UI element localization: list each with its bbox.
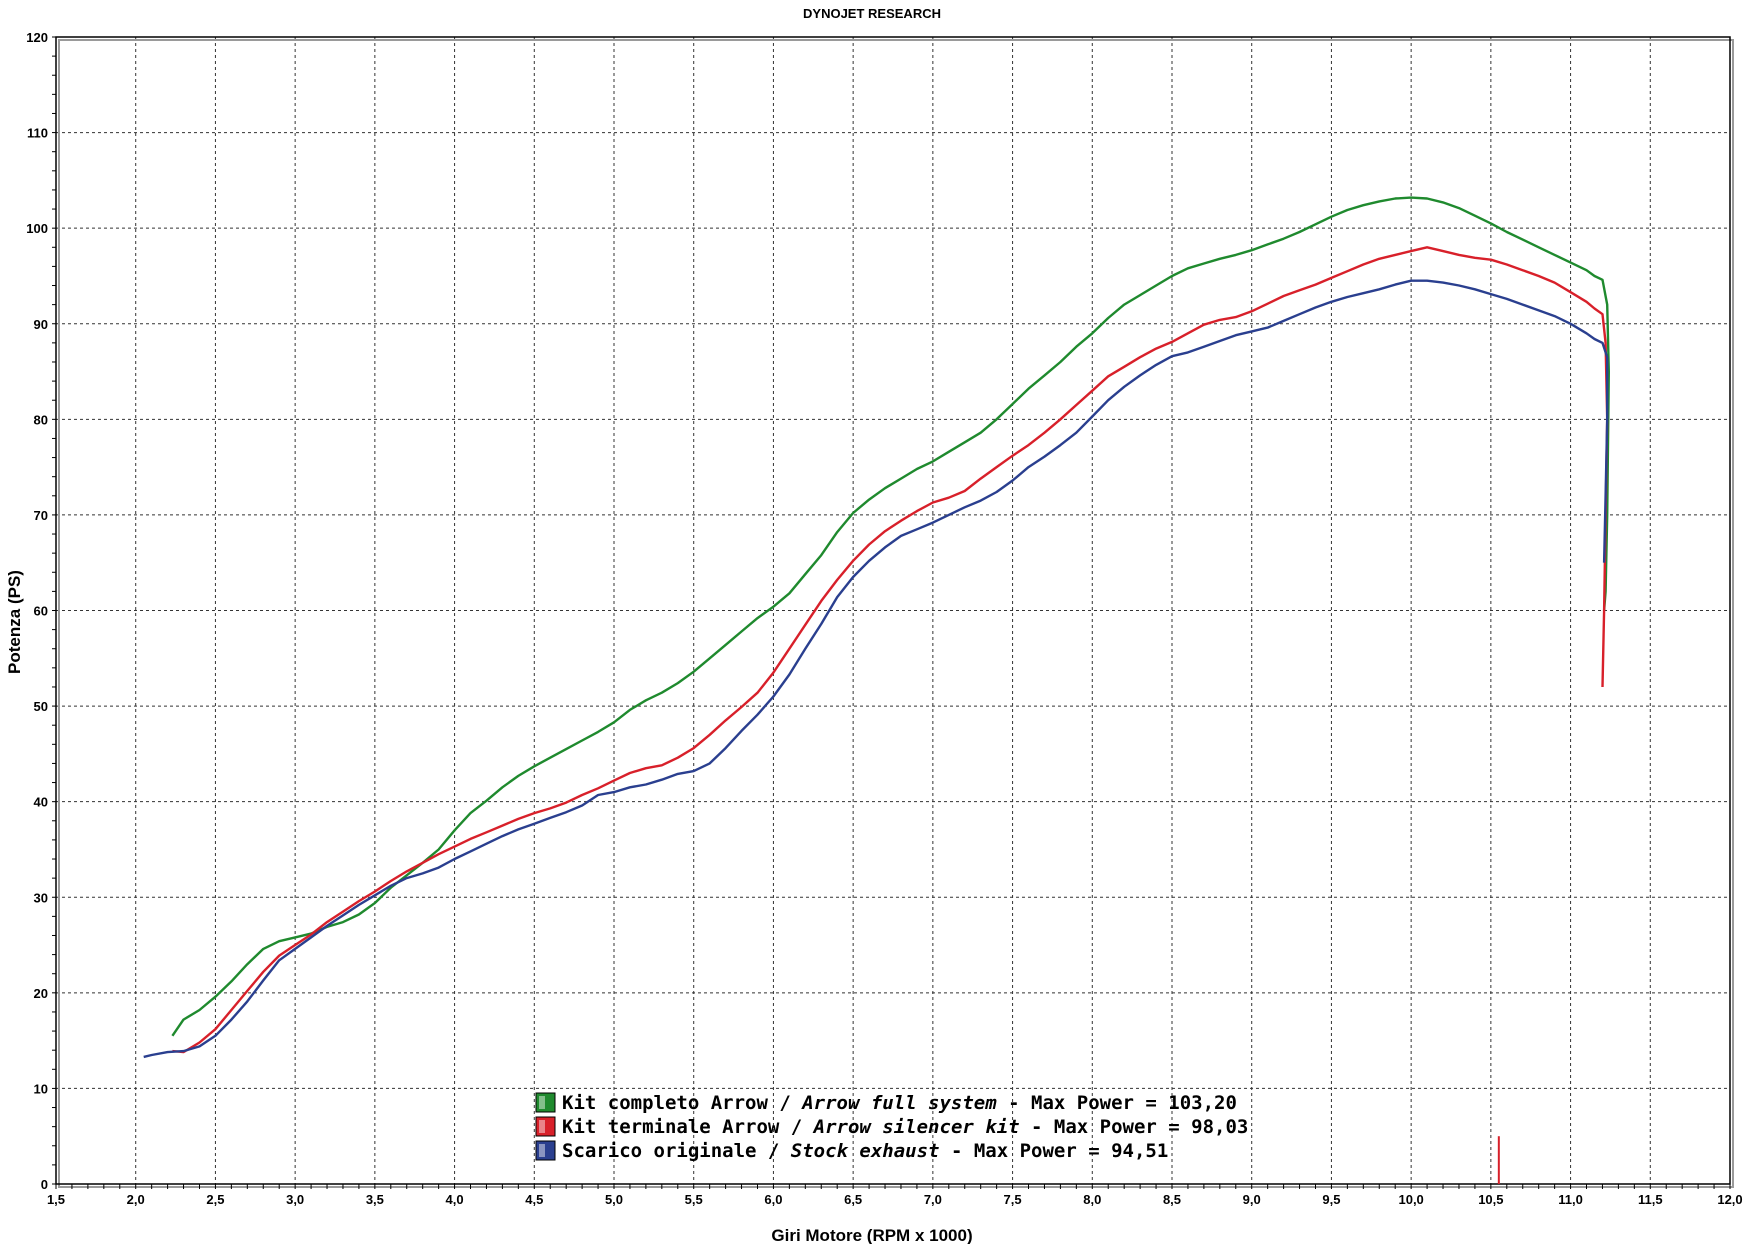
chart-title: DYNOJET RESEARCH	[803, 6, 941, 21]
x-tick-label: 6,5	[844, 1192, 862, 1207]
legend-label-part: - Max Power = 94,51	[940, 1140, 1169, 1162]
legend-swatch-highlight	[539, 1096, 545, 1109]
y-tick-label: 20	[34, 986, 48, 1001]
y-axis-title: Potenza (PS)	[5, 570, 24, 674]
x-tick-label: 7,5	[1004, 1192, 1022, 1207]
legend-label-part: Arrow full system	[800, 1092, 997, 1114]
series-line-3	[143, 279, 1609, 1059]
series-lines	[143, 196, 1610, 1184]
legend-swatch	[535, 1116, 556, 1137]
legend-label-part: Arrow silencer kit	[812, 1116, 1020, 1138]
x-tick-label: 8,5	[1163, 1192, 1181, 1207]
x-tick-label: 7,0	[924, 1192, 942, 1207]
x-tick-label: 2,5	[206, 1192, 224, 1207]
x-axis-ticks: 1,5 2,0 2,5 3,0 3,5 4,0 4,5 5,0 5,5 6,0 6,5 7,0 7,5 8…	[47, 1184, 1743, 1207]
x-tick-label: 3,0	[286, 1192, 304, 1207]
legend: Kit completo Arrow / Arrow full system -…	[535, 1092, 1248, 1162]
legend-label-part: - Max Power = 103,20	[997, 1092, 1237, 1114]
legend-swatch	[535, 1140, 556, 1161]
y-tick-label: 90	[34, 317, 48, 332]
x-tick-label: 11,5	[1638, 1192, 1663, 1207]
legend-label: Kit terminale Arrow / Arrow silencer kit…	[562, 1116, 1248, 1138]
y-tick-label: 80	[34, 412, 48, 427]
legend-label-part: Kit terminale Arrow /	[562, 1116, 814, 1138]
x-tick-label: 5,0	[605, 1192, 623, 1207]
y-tick-label: 110	[27, 126, 48, 141]
x-tick-label: 11,0	[1558, 1192, 1583, 1207]
legend-label-part: - Max Power = 98,03	[1020, 1116, 1249, 1138]
x-tick-label: 4,0	[446, 1192, 464, 1207]
y-tick-label: 60	[34, 604, 48, 619]
plot-frame-shadow	[58, 39, 1734, 1188]
plot-frame	[55, 36, 1734, 1188]
legend-label-part: Scarico originale /	[562, 1140, 791, 1162]
x-tick-label: 4,5	[525, 1192, 543, 1207]
legend-label: Kit completo Arrow / Arrow full system -…	[562, 1092, 1237, 1114]
legend-label: Scarico originale / Stock exhaust - Max …	[562, 1140, 1168, 1162]
series-line-2	[172, 246, 1609, 1054]
legend-label-part: Stock exhaust	[791, 1140, 940, 1162]
legend-swatch-highlight	[539, 1144, 545, 1157]
legend-label-part: Kit completo Arrow /	[562, 1092, 802, 1114]
y-tick-label: 0	[41, 1177, 48, 1192]
x-tick-label: 5,5	[685, 1192, 703, 1207]
x-tick-label: 8,0	[1083, 1192, 1101, 1207]
legend-swatch	[535, 1092, 556, 1113]
y-tick-label: 120	[26, 30, 48, 45]
x-tick-label: 2,0	[127, 1192, 145, 1207]
x-tick-label: 10,0	[1398, 1192, 1423, 1207]
x-tick-label: 6,0	[764, 1192, 782, 1207]
x-tick-label: 10,5	[1478, 1192, 1503, 1207]
y-tick-label: 40	[34, 795, 48, 810]
x-tick-label: 9,5	[1322, 1192, 1340, 1207]
y-tick-label: 30	[34, 890, 48, 905]
y-axis-ticks: 0 10 20 30 40 50 60 70 80 90 100 110 120	[26, 30, 56, 1192]
x-tick-label: 1,5	[47, 1192, 65, 1207]
x-tick-label: 12,0	[1717, 1192, 1742, 1207]
x-tick-label: 9,0	[1243, 1192, 1261, 1207]
y-tick-label: 70	[34, 508, 48, 523]
x-axis-title: Giri Motore (RPM x 1000)	[771, 1226, 972, 1244]
y-tick-label: 50	[34, 699, 48, 714]
y-tick-label: 100	[26, 221, 48, 236]
y-tick-label: 10	[34, 1081, 48, 1096]
x-tick-label: 3,5	[366, 1192, 384, 1207]
grid-lines	[56, 37, 1730, 1184]
legend-swatch-highlight	[539, 1120, 545, 1133]
